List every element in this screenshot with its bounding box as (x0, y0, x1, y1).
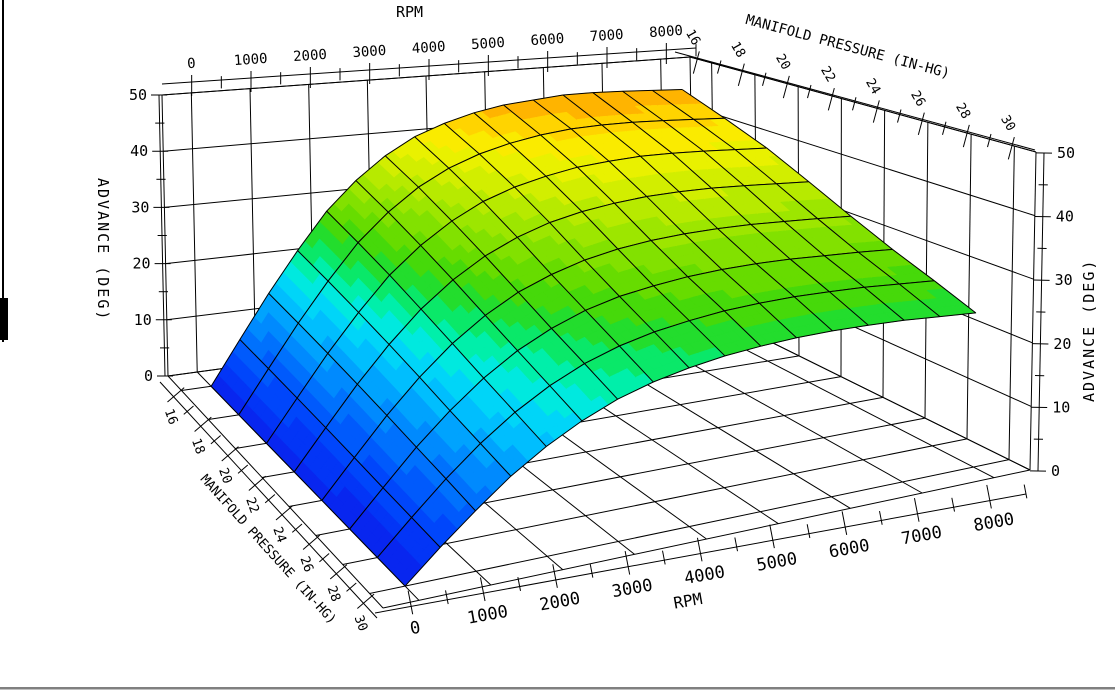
axis-manifold-bottom-label: 22 (242, 495, 261, 515)
axis-advance-right-label: 20 (1053, 335, 1071, 353)
axis-manifold-bottom-label: 28 (324, 584, 343, 604)
axis-manifold-bottom: 16 18 20 22 24 26 28 30 (159, 381, 378, 633)
axis-rpm-bottom-label: 0 (409, 618, 423, 639)
axis-advance-left-label: 20 (133, 255, 151, 273)
axis-manifold-top-label: 26 (907, 88, 928, 109)
axis-title-advance-right: ADVANCE (DEG) (1080, 258, 1098, 402)
axis-manifold-bottom-label: 30 (351, 613, 370, 633)
axis-advance-left-label: 50 (129, 86, 147, 104)
axis-manifold-bottom-label: 24 (269, 525, 289, 545)
axis-manifold-top-label: 20 (772, 52, 793, 73)
axis-manifold-top: 16 18 20 22 24 26 28 30 (674, 27, 1036, 160)
axis-title-advance-left: ADVANCE (DEG) (94, 178, 112, 322)
axis-rpm-bottom-label: 5000 (755, 549, 799, 576)
axis-rpm-bottom-label: 1000 (466, 602, 510, 629)
axis-advance-right: 0 10 20 30 40 50 (1029, 144, 1075, 480)
axis-manifold-bottom-label: 26 (296, 554, 315, 574)
axis-advance-left: 0 10 20 30 40 50 (129, 86, 173, 385)
axis-advance-right-label: 0 (1051, 462, 1060, 480)
advance-surface (210, 89, 977, 587)
axis-advance-right-label: 50 (1057, 144, 1075, 162)
axis-rpm-bottom-label: 4000 (683, 562, 727, 589)
axis-rpm-top-label: 7000 (589, 27, 624, 45)
axis-manifold-top-label: 28 (952, 101, 973, 122)
axis-rpm-bottom-label: 7000 (900, 523, 944, 550)
axis-manifold-top-label: 18 (727, 39, 748, 60)
axis-manifold-top-label: 30 (997, 113, 1018, 134)
axis-advance-left-label: 10 (134, 311, 152, 329)
axis-manifold-bottom-label: 16 (161, 407, 180, 427)
axis-rpm-bottom-label: 2000 (538, 589, 582, 616)
axis-manifold-top-label: 16 (682, 27, 703, 48)
axis-rpm-top-label: 1000 (233, 51, 268, 69)
axis-advance-left-label: 30 (131, 198, 149, 216)
axis-manifold-top-label: 24 (862, 76, 883, 97)
axis-advance-right-label: 30 (1055, 271, 1073, 289)
axis-rpm-top: 0 1000 2000 3000 4000 5000 6000 7000 8000 (161, 23, 697, 96)
axis-manifold-bottom-label: 20 (215, 466, 234, 486)
axis-rpm-top-label: 0 (187, 56, 197, 73)
axis-rpm-bottom-label: 6000 (827, 536, 871, 563)
axis-advance-right-label: 40 (1056, 208, 1074, 226)
axis-rpm-top-label: 3000 (352, 43, 387, 61)
axis-rpm-bottom-label: 3000 (610, 575, 654, 602)
axis-title-rpm-top: RPM (396, 3, 424, 21)
axis-rpm-top-label: 8000 (649, 23, 684, 41)
axis-rpm-top-label: 6000 (530, 31, 565, 49)
axis-manifold-bottom-label: 18 (188, 436, 207, 456)
axis-advance-right-label: 10 (1052, 398, 1070, 416)
axis-advance-left-label: 40 (130, 142, 148, 160)
axis-rpm-bottom-label: 8000 (972, 509, 1016, 536)
axis-advance-left-label: 0 (144, 367, 153, 385)
axis-rpm-top-label: 4000 (411, 39, 446, 57)
axis-manifold-top-label: 22 (817, 64, 838, 85)
axis-rpm-top-label: 2000 (293, 47, 328, 65)
axis-rpm-top-label: 5000 (471, 35, 506, 53)
